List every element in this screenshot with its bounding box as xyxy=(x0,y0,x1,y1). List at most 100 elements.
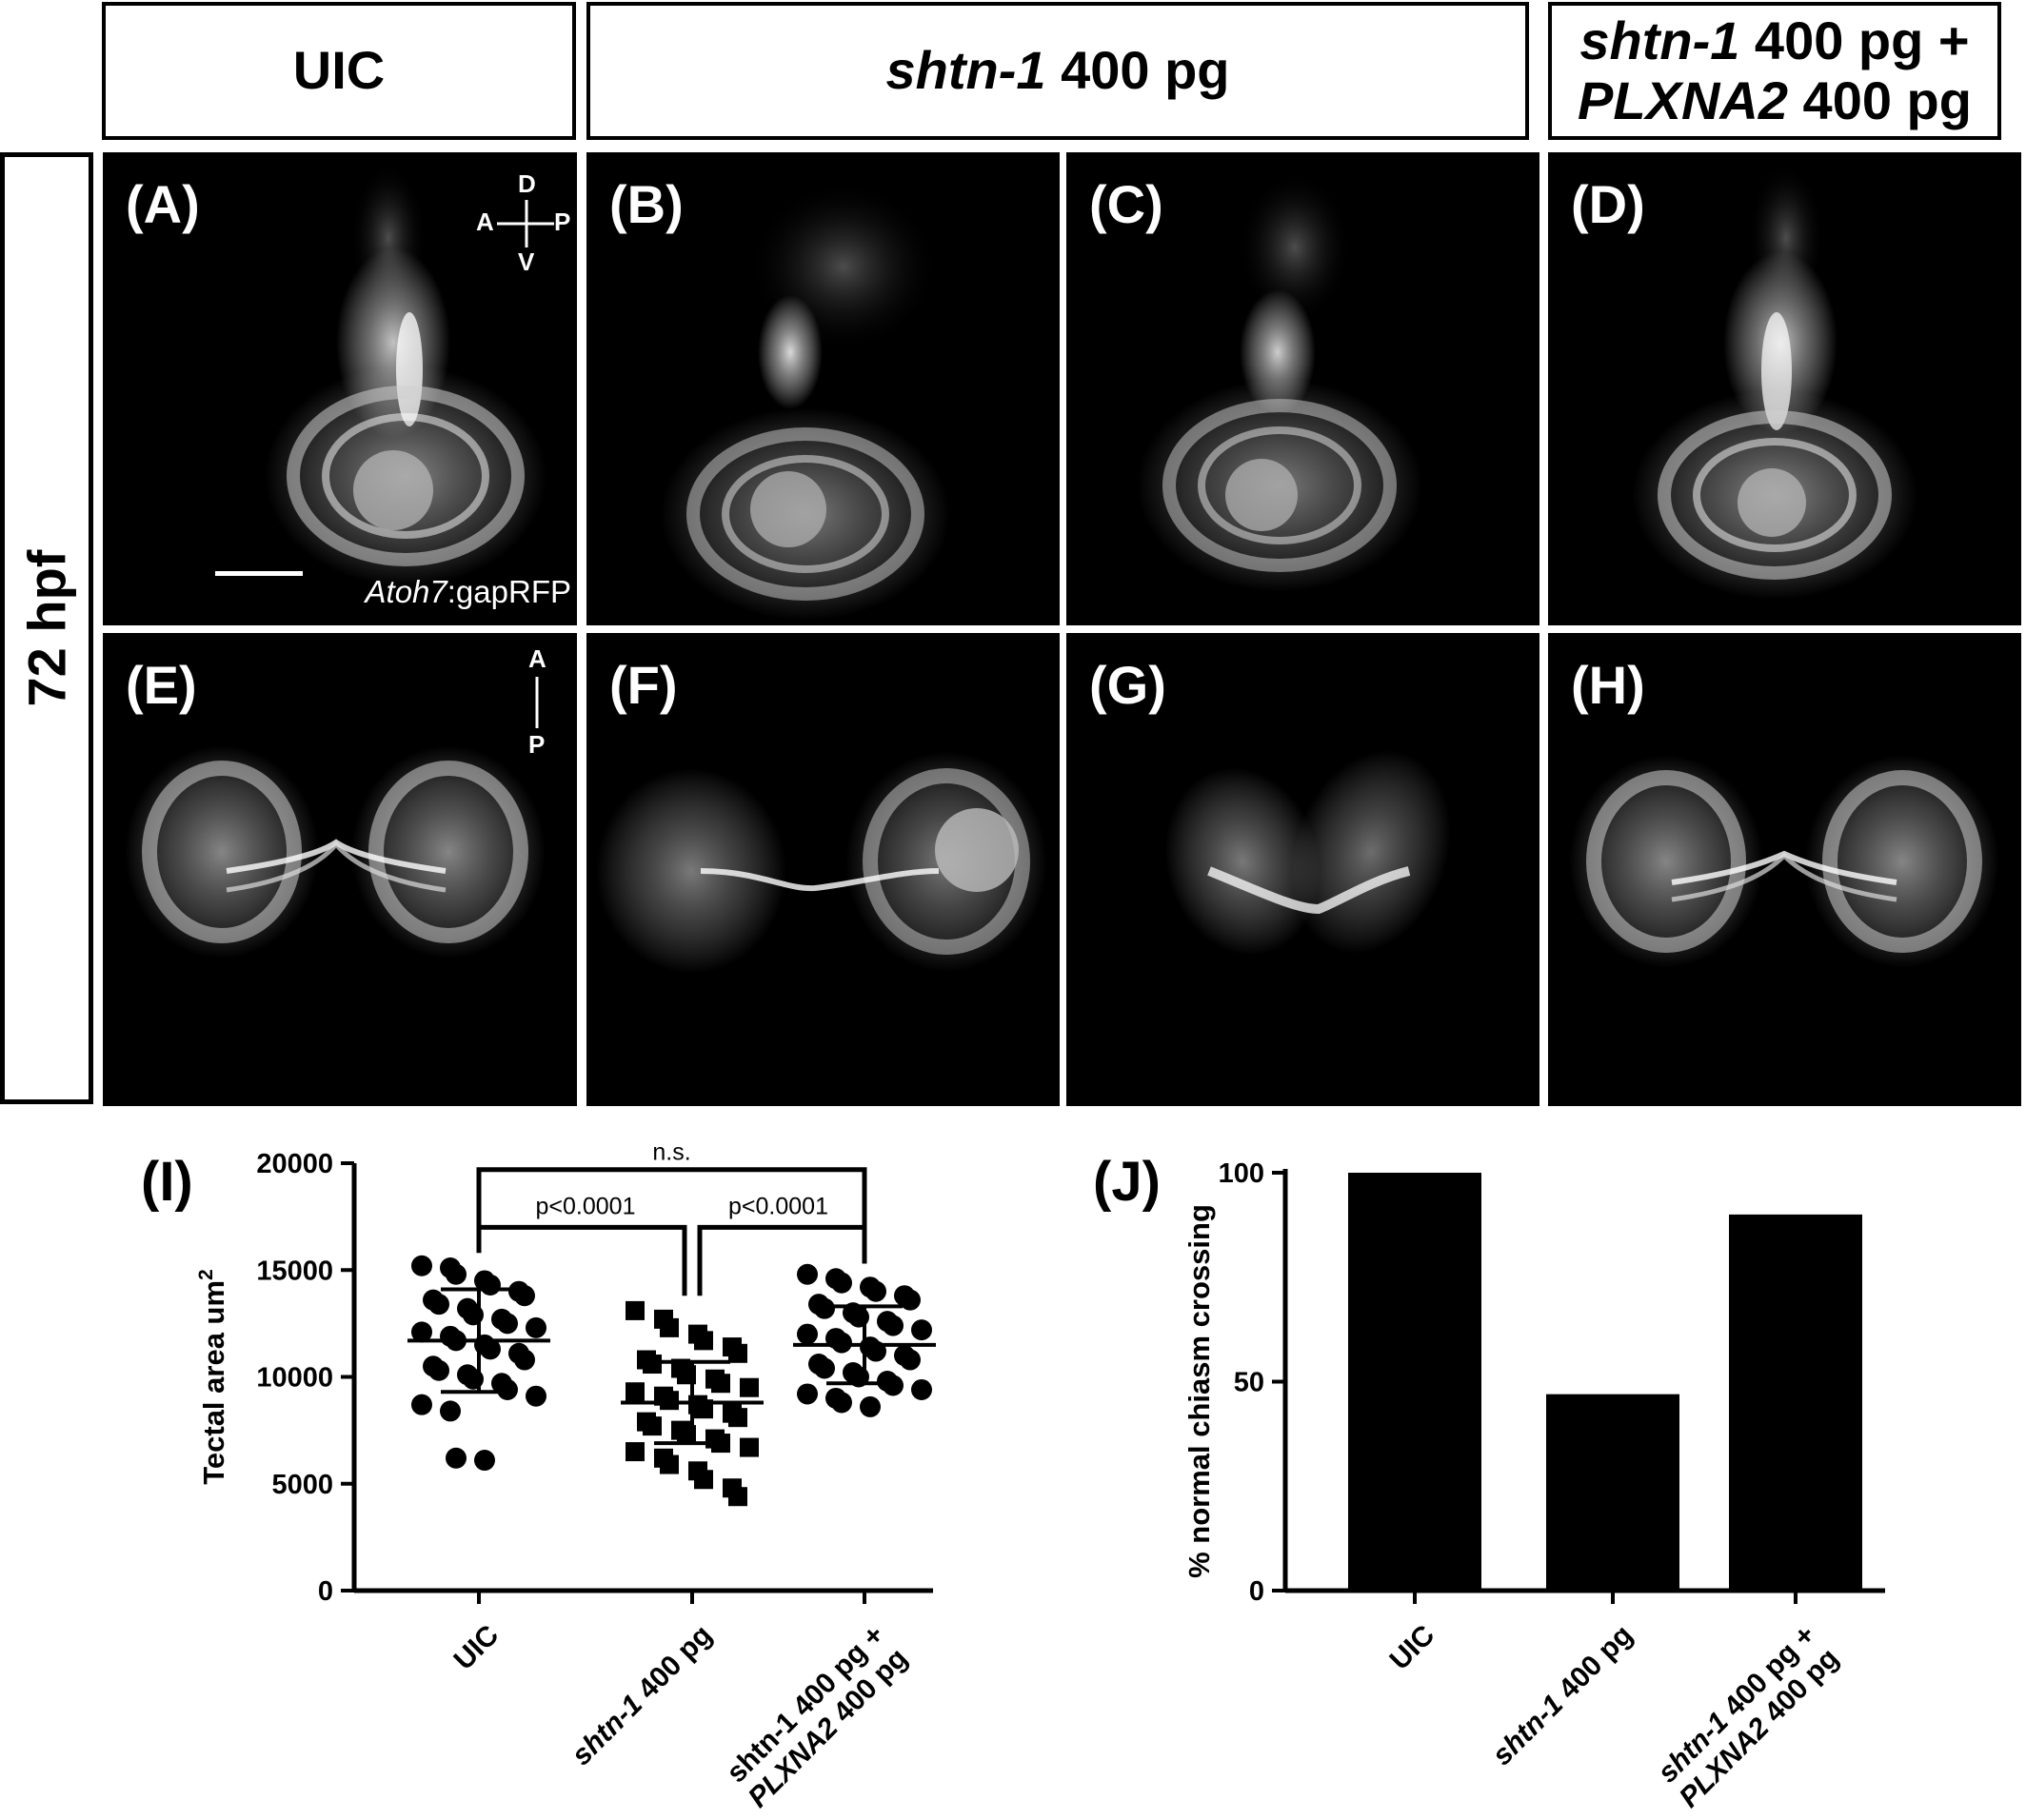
data-point xyxy=(526,1385,546,1407)
data-point xyxy=(728,1487,747,1507)
data-point xyxy=(514,1349,535,1371)
data-point xyxy=(694,1470,713,1490)
bar xyxy=(1348,1173,1481,1591)
y-axis-label-text: Tectal area um xyxy=(197,1280,230,1485)
compass-anterior-e: A xyxy=(528,644,546,673)
data-point xyxy=(831,1272,852,1294)
panel-label-f: (F) xyxy=(609,655,678,715)
reporter-label: Atoh7:gapRFP xyxy=(366,574,571,610)
bracket-ns xyxy=(476,1167,867,1264)
y-tick-label: 50 xyxy=(1234,1368,1264,1398)
data-point xyxy=(900,1349,921,1371)
data-point xyxy=(865,1280,886,1302)
micrograph-panel-g: (G) xyxy=(1066,633,1539,1106)
bar xyxy=(1729,1214,1862,1591)
eye-lateral-image xyxy=(661,181,950,621)
eye-lateral-image xyxy=(265,162,546,586)
micrograph-panel-f: (F) xyxy=(586,633,1060,1106)
header-shtn-dose: 400 pg xyxy=(1045,40,1230,101)
micrograph-panel-d: (D) xyxy=(1548,152,2021,625)
y-tick-label: 5000 xyxy=(271,1470,333,1500)
x-tick-label-seg: shtn-1 xyxy=(1486,1689,1569,1771)
data-point xyxy=(814,1297,835,1319)
data-point xyxy=(797,1383,818,1405)
data-point xyxy=(660,1454,679,1474)
panel-label-e: (E) xyxy=(126,655,197,715)
x-tick-label: UIC xyxy=(1383,1619,1440,1676)
tectal-area-scatter-chart: 0 5000 10000 15000 20000 Tectal area um2 n.s. p… xyxy=(195,1139,936,1814)
y-tick-label: 0 xyxy=(318,1576,333,1607)
x-tick-label-seg: 400 pg xyxy=(626,1619,718,1711)
data-point xyxy=(411,1321,432,1343)
eye-lateral-image xyxy=(1137,171,1422,592)
micrograph-panel-c: (C) xyxy=(1066,152,1539,625)
data-point xyxy=(660,1391,679,1411)
eyes-ventral-image xyxy=(1164,750,1452,956)
header-combo-dose1: 400 pg + xyxy=(1739,10,1970,70)
bracket-1 xyxy=(476,1224,687,1296)
data-point xyxy=(883,1315,904,1336)
header-shtn: shtn-1 400 pg xyxy=(586,2,1529,140)
data-point xyxy=(480,1274,501,1296)
bar xyxy=(1546,1394,1679,1591)
data-point xyxy=(814,1357,835,1379)
data-point xyxy=(883,1375,904,1396)
y-axis-label-superscript: 2 xyxy=(195,1269,217,1280)
data-point xyxy=(860,1395,881,1417)
eyes-ventral-image xyxy=(125,745,546,959)
x-tick-label-line: UIC xyxy=(1383,1619,1440,1676)
x-tick-label: shtn-1 400 pg xyxy=(1486,1619,1639,1771)
panel-label-j: (J) xyxy=(1093,1151,1161,1213)
compass-anterior: A xyxy=(476,208,494,236)
micrograph-panel-e: (E) A P xyxy=(103,633,577,1106)
micrograph-panel-b: (B) xyxy=(586,152,1060,625)
label-p1: p<0.0001 xyxy=(536,1193,636,1219)
reporter-suffix: :gapRFP xyxy=(447,574,571,609)
header-uic: UIC xyxy=(102,2,576,140)
x-tick-label: shtn-1 400 pg +PLXNA2 400 pg xyxy=(719,1619,914,1814)
panel-label-g: (G) xyxy=(1089,655,1166,715)
x-tick-label-seg: UIC xyxy=(447,1619,505,1676)
y-axis-label: Tectal area um2 xyxy=(195,1269,230,1485)
header-combo-gene2: PLXNA2 xyxy=(1578,69,1788,130)
data-point xyxy=(497,1313,518,1335)
header-combo-gene1: shtn-1 xyxy=(1579,10,1740,70)
scale-bar xyxy=(215,571,303,576)
data-point xyxy=(728,1408,747,1428)
micrograph-panel-h: (H) xyxy=(1548,633,2021,1106)
panel-label-h: (H) xyxy=(1571,655,1645,715)
x-tick-label-line: shtn-1 400 pg xyxy=(566,1619,718,1771)
data-point xyxy=(497,1378,518,1400)
data-point xyxy=(911,1378,932,1400)
data-point xyxy=(740,1437,759,1457)
row-label-box: 72 hpf xyxy=(0,152,93,1104)
data-point xyxy=(740,1377,759,1397)
header-uic-text: UIC xyxy=(292,40,386,101)
data-point xyxy=(694,1331,713,1351)
data-point xyxy=(626,1442,645,1462)
data-point xyxy=(514,1285,535,1307)
eye-lateral-image xyxy=(1632,162,1917,600)
header-combo-dose2: 400 pg xyxy=(1787,69,1972,130)
y-tick-label: 0 xyxy=(1249,1576,1264,1607)
panel-label-d: (D) xyxy=(1571,174,1645,234)
y-tick-label: 10000 xyxy=(256,1363,333,1394)
x-tick-label: shtn-1 400 pg +PLXNA2 400 pg xyxy=(1650,1619,1845,1814)
compass-dorsal: D xyxy=(518,169,536,198)
reporter-gene: Atoh7 xyxy=(365,574,447,609)
data-point xyxy=(480,1338,501,1360)
header-shtn-text: shtn-1 400 pg xyxy=(886,40,1230,101)
y-tick-label: 100 xyxy=(1219,1158,1264,1189)
header-combo: shtn-1 400 pg + PLXNA2 400 pg xyxy=(1548,2,2001,140)
x-tick-label-seg: UIC xyxy=(1383,1619,1440,1676)
data-point xyxy=(440,1400,461,1422)
y-tick-label: 15000 xyxy=(256,1256,333,1286)
eyes-ventral-image xyxy=(1569,755,1999,968)
header-combo-text: shtn-1 400 pg + PLXNA2 400 pg xyxy=(1578,10,1972,130)
data-point xyxy=(474,1450,495,1472)
y-axis-label: % normal chiasm crossing xyxy=(1182,1204,1216,1578)
data-point xyxy=(446,1263,467,1285)
x-tick-label-line: UIC xyxy=(447,1619,505,1676)
x-tick-label: shtn-1 400 pg xyxy=(566,1619,718,1771)
x-tick-label: UIC xyxy=(447,1619,505,1676)
